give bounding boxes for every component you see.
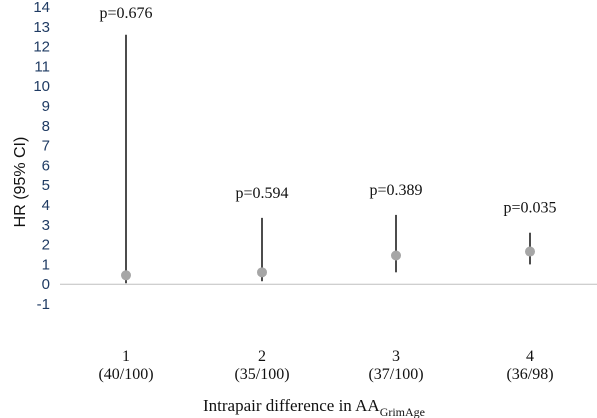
p-value-label: p=0.389 bbox=[369, 182, 422, 199]
p-value-label: p=0.676 bbox=[99, 5, 152, 22]
y-tick-label: 5 bbox=[42, 177, 50, 194]
hr-point bbox=[391, 250, 401, 261]
y-tick-label: 0 bbox=[42, 276, 50, 293]
x-axis-categories: 1(40/100) 2(35/100) 3(37/100) 4(36/98) bbox=[98, 348, 553, 383]
y-tick-label: 14 bbox=[33, 0, 50, 16]
y-tick-label: 13 bbox=[33, 19, 50, 36]
category-label: 4 bbox=[526, 348, 534, 365]
p-value-annotations: p=0.676 p=0.594 p=0.389 p=0.035 bbox=[99, 5, 556, 217]
y-tick-label: 2 bbox=[42, 237, 50, 254]
hr-point bbox=[257, 267, 267, 278]
category-count-label: (37/100) bbox=[368, 366, 423, 383]
category-count-label: (40/100) bbox=[98, 366, 153, 383]
category-label: 1 bbox=[122, 348, 130, 365]
p-value-label: p=0.594 bbox=[235, 185, 288, 202]
y-tick-label: 7 bbox=[42, 138, 50, 155]
category-label: 3 bbox=[392, 348, 400, 365]
category-count-label: (35/100) bbox=[234, 366, 289, 383]
x-axis-label-main: Intrapair difference in AA bbox=[203, 396, 380, 415]
hr-point bbox=[121, 270, 131, 281]
x-axis-label: Intrapair difference in AAGrimAge bbox=[203, 396, 425, 418]
y-tick-label: 12 bbox=[33, 39, 50, 56]
y-tick-label: 6 bbox=[42, 157, 50, 174]
y-tick-label: 11 bbox=[34, 58, 50, 75]
y-tick-label: 8 bbox=[42, 118, 50, 135]
y-tick-label: 10 bbox=[33, 78, 50, 95]
x-axis-label-subscript: GrimAge bbox=[380, 405, 425, 418]
p-value-label: p=0.035 bbox=[503, 200, 556, 217]
y-tick-label: 9 bbox=[42, 98, 50, 115]
y-axis-label: HR (95% CI) bbox=[12, 137, 29, 228]
category-count-label: (36/98) bbox=[506, 366, 553, 383]
confidence-intervals bbox=[125, 34, 531, 284]
y-tick-label: -1 bbox=[37, 296, 50, 313]
hr-point bbox=[525, 246, 535, 257]
y-tick-label: 3 bbox=[42, 217, 50, 234]
y-tick-label: 1 bbox=[42, 256, 50, 273]
hazard-ratio-points bbox=[121, 246, 535, 281]
y-tick-label: 4 bbox=[42, 197, 50, 214]
category-label: 2 bbox=[258, 348, 266, 365]
